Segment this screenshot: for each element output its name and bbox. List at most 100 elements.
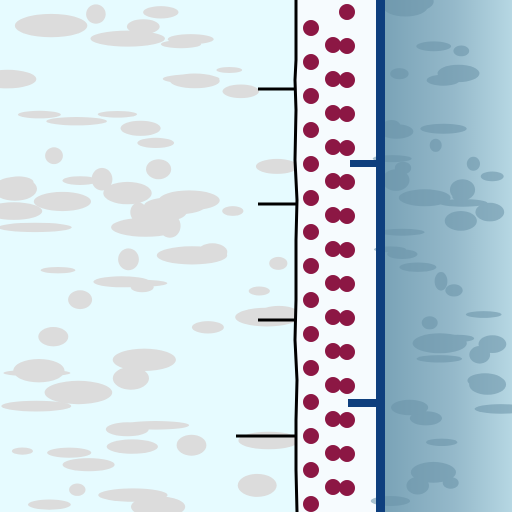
pattern-dot bbox=[339, 378, 355, 394]
land-mottle-blob bbox=[14, 13, 88, 38]
black-boundary-line bbox=[236, 0, 299, 512]
pattern-dot bbox=[339, 242, 355, 258]
pattern-dot bbox=[325, 71, 341, 87]
pattern-dot bbox=[303, 224, 319, 240]
shoreline-tick bbox=[350, 160, 378, 167]
land-mottle-blob bbox=[1, 400, 72, 412]
water-mottle-blob bbox=[437, 64, 480, 83]
pattern-dot bbox=[325, 445, 341, 461]
land-mottle-blob bbox=[62, 458, 115, 472]
pattern-dot bbox=[325, 139, 341, 155]
pattern-dot bbox=[303, 190, 319, 206]
pattern-dot bbox=[339, 4, 355, 20]
land-mottle-blob bbox=[46, 117, 107, 126]
land-mottle-blob bbox=[68, 290, 93, 310]
water-mottle-blob bbox=[399, 262, 437, 272]
land-mottle-blob bbox=[122, 421, 190, 430]
pattern-dot bbox=[303, 360, 319, 376]
land-mottle-blob bbox=[160, 40, 202, 49]
water-mottle-blob bbox=[449, 179, 476, 201]
water-mottle-blob bbox=[429, 138, 442, 152]
land-mottle-blob bbox=[222, 84, 260, 99]
water-mottle-blob bbox=[410, 461, 456, 483]
land-mottle-blob bbox=[191, 321, 224, 334]
pattern-dot bbox=[303, 462, 319, 478]
boundary-line-path bbox=[293, 0, 299, 512]
land-mottle-blob bbox=[28, 499, 71, 510]
land-mottle-blob bbox=[248, 286, 270, 296]
water-mottle-blob bbox=[398, 189, 451, 207]
pattern-dot bbox=[325, 173, 341, 189]
pattern-dot bbox=[339, 276, 355, 292]
pattern-dot bbox=[325, 37, 341, 53]
water-mottle-blob bbox=[383, 0, 428, 17]
water-mottle-blob bbox=[416, 41, 452, 52]
land-mottle-blob bbox=[97, 111, 138, 118]
land-mottle-blob bbox=[91, 167, 113, 191]
water-mottle-blob bbox=[394, 161, 412, 175]
land-mottle-blob bbox=[47, 447, 92, 458]
water-mottle-blob bbox=[426, 438, 458, 446]
water-mottle-pattern bbox=[370, 0, 512, 506]
land-mottle-blob bbox=[62, 176, 98, 186]
water-mottle-blob bbox=[453, 45, 470, 57]
land-mottle-blob bbox=[137, 137, 175, 148]
pattern-dot bbox=[339, 140, 355, 156]
pattern-dot bbox=[339, 38, 355, 54]
water-mottle-blob bbox=[442, 477, 459, 489]
pattern-dot bbox=[303, 292, 319, 308]
land-mottle-blob bbox=[106, 439, 158, 454]
pattern-dot bbox=[303, 496, 319, 512]
land-mottle-blob bbox=[0, 222, 72, 233]
land-mottle-blob bbox=[0, 69, 37, 89]
land-mottle-blob bbox=[103, 181, 152, 205]
land-mottle-blob bbox=[112, 366, 149, 390]
land-mottle-blob bbox=[222, 206, 244, 216]
pattern-dot bbox=[339, 106, 355, 122]
land-mottle-blob bbox=[158, 190, 220, 211]
water-mottle-blob bbox=[406, 476, 430, 495]
water-mottle-blob bbox=[382, 169, 410, 191]
water-mottle-blob bbox=[390, 68, 409, 80]
water-mottle-blob bbox=[445, 284, 463, 297]
land-mottle-blob bbox=[97, 279, 168, 288]
land-mottle-blob bbox=[40, 267, 76, 274]
land-mottle-blob bbox=[111, 217, 181, 237]
shoreline-path bbox=[376, 0, 385, 512]
pattern-dot bbox=[303, 54, 319, 70]
pattern-dot bbox=[339, 208, 355, 224]
land-mottle-blob bbox=[269, 256, 288, 270]
land-mottle-pattern bbox=[0, 4, 300, 512]
pattern-dot bbox=[325, 309, 341, 325]
pattern-dot bbox=[339, 480, 355, 496]
land-mottle-blob bbox=[11, 447, 33, 455]
blue-shoreline bbox=[348, 0, 385, 512]
pattern-dot bbox=[325, 275, 341, 291]
water-mottle-blob bbox=[469, 346, 491, 364]
water-mottle-blob bbox=[438, 199, 488, 207]
land-mottle-blob bbox=[162, 74, 220, 84]
pattern-dot bbox=[339, 310, 355, 326]
pattern-dot bbox=[325, 207, 341, 223]
pattern-dot bbox=[303, 326, 319, 342]
land-mottle-blob bbox=[143, 6, 179, 19]
pattern-dot bbox=[303, 156, 319, 172]
water-mottle-blob bbox=[412, 333, 467, 354]
water-mottle-blob bbox=[475, 202, 505, 222]
land-mottle-blob bbox=[69, 483, 86, 496]
land-mottle-blob bbox=[38, 15, 60, 23]
land-mottle-blob bbox=[0, 202, 43, 220]
land-mottle-blob bbox=[238, 431, 300, 450]
pattern-dot bbox=[325, 343, 341, 359]
land-mottle-blob bbox=[112, 348, 176, 371]
land-mottle-blob bbox=[126, 19, 160, 34]
shoreline-tick bbox=[348, 399, 378, 407]
land-mottle-blob bbox=[13, 359, 65, 383]
land-mottle-blob bbox=[118, 248, 139, 271]
water-mottle-blob bbox=[387, 249, 418, 259]
pattern-dot bbox=[303, 428, 319, 444]
land-mottle-blob bbox=[33, 191, 91, 212]
pattern-dot bbox=[303, 88, 319, 104]
pattern-dot bbox=[325, 411, 341, 427]
